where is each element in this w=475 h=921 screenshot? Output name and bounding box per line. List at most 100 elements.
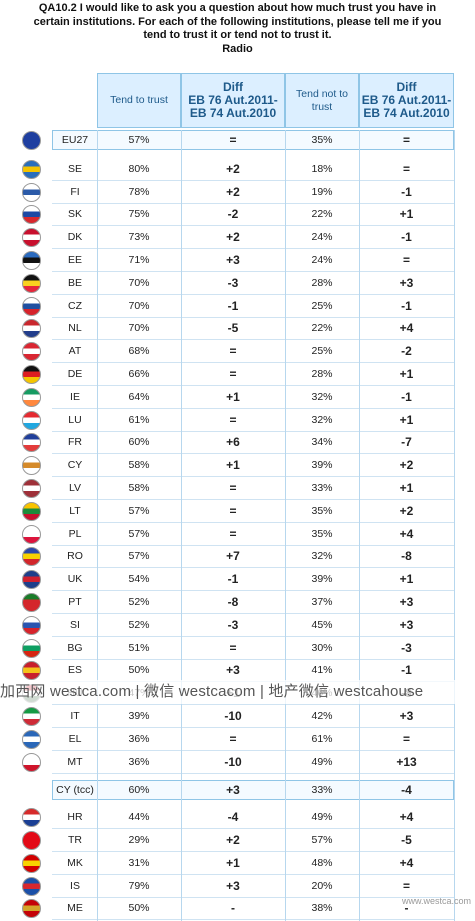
row-divider: [52, 180, 454, 181]
country-code: SE: [67, 163, 82, 175]
flag-icon: [22, 593, 41, 612]
watermark-banner: 加西网 westca.com | 微信 westcacom | 地产微信 wes…: [0, 680, 475, 704]
flag-icon: [22, 831, 41, 850]
table-row: EE 71% +3 24% =: [0, 250, 475, 271]
flag-icon: [22, 899, 41, 918]
country-code: ME: [67, 902, 83, 914]
diff-not-trust-value: -4: [401, 783, 412, 797]
table-row: UK 54% -1 39% +1: [0, 569, 475, 590]
row-divider: [52, 897, 454, 898]
tend-to-trust-value: 58%: [128, 459, 150, 471]
flag-icon: [22, 205, 41, 224]
flag-icon: [22, 707, 41, 726]
table-row: IS 79% +3 20% =: [0, 876, 475, 897]
country-code: EL: [68, 733, 82, 745]
diff-not-trust-value: +3: [399, 595, 414, 609]
tend-not-to-trust-value: 42%: [311, 710, 333, 722]
tend-not-to-trust-value: 45%: [311, 619, 333, 631]
row-divider: [52, 294, 454, 295]
diff-not-trust-value: =: [402, 253, 410, 267]
header-label: EB 76 Aut.2011-: [188, 93, 278, 107]
tend-not-to-trust-value: 22%: [311, 322, 333, 334]
flag-icon: [22, 877, 41, 896]
country-code: LV: [68, 482, 82, 494]
tend-to-trust-value: 57%: [128, 550, 150, 562]
flag-icon: [22, 388, 41, 407]
row-divider: [52, 851, 454, 852]
table-row: PL 57% = 35% +4: [0, 524, 475, 545]
tend-not-to-trust-value: 57%: [311, 834, 333, 846]
header-tend-not-to-trust: Tend not to trust: [285, 73, 359, 128]
row-divider: [52, 750, 454, 751]
country-code: AT: [68, 345, 82, 357]
row-divider: [52, 828, 454, 829]
diff-trust-value: -3: [227, 276, 239, 290]
row-divider: [52, 317, 454, 318]
diff-trust-value: +3: [226, 253, 240, 267]
flag-icon: [22, 342, 41, 361]
flag-icon: [22, 131, 41, 150]
table-row: SE 80% +2 18% =: [0, 159, 475, 180]
diff-trust-value: -1: [227, 572, 239, 586]
header-label: EB 74 Aut.2010: [363, 106, 450, 120]
question-title: QA10.2 I would like to ask you a questio…: [0, 2, 475, 56]
tend-not-to-trust-value: 19%: [311, 186, 333, 198]
country-code: UK: [67, 573, 83, 585]
row-divider: [52, 590, 454, 591]
diff-trust-value: +3: [226, 663, 240, 677]
table-row: FI 78% +2 19% -1: [0, 182, 475, 203]
country-code: BG: [67, 642, 83, 654]
diff-trust-value: -10: [224, 755, 242, 769]
tend-not-to-trust-value: 49%: [311, 756, 333, 768]
table-row: LV 58% = 33% +1: [0, 478, 475, 499]
tend-not-to-trust-value: 48%: [311, 857, 333, 869]
diff-trust-value: =: [229, 641, 237, 655]
diff-not-trust-value: +4: [399, 810, 414, 824]
table-row: CZ 70% -1 25% -1: [0, 296, 475, 317]
row-divider: [52, 704, 454, 705]
tend-to-trust-value: 70%: [128, 322, 150, 334]
diff-trust-value: -10: [224, 709, 242, 723]
tend-not-to-trust-value: 30%: [311, 642, 333, 654]
header-label: Diff: [396, 80, 417, 94]
flag-icon: [22, 251, 41, 270]
column-divider: [454, 130, 455, 921]
tend-not-to-trust-value: 49%: [311, 811, 333, 823]
table-row: LT 57% = 35% +2: [0, 501, 475, 522]
diff-not-trust-value: +4: [399, 527, 414, 541]
watermark-small: www.westca.com: [401, 896, 471, 906]
country-code: PT: [68, 596, 82, 608]
country-code: IE: [70, 391, 80, 403]
tend-not-to-trust-value: 22%: [311, 208, 333, 220]
diff-not-trust-value: +4: [399, 856, 414, 870]
table-row: MT 36% -10 49% +13: [0, 752, 475, 773]
tend-to-trust-value: 73%: [128, 231, 150, 243]
country-code: MK: [67, 857, 83, 869]
diff-not-trust-value: +1: [399, 207, 414, 221]
row-divider: [52, 727, 454, 728]
tend-not-to-trust-value: 35%: [311, 134, 333, 146]
tend-to-trust-value: 29%: [128, 834, 150, 846]
diff-not-trust-value: -1: [401, 390, 412, 404]
tend-to-trust-value: 68%: [128, 345, 150, 357]
tend-not-to-trust-value: 28%: [311, 277, 333, 289]
diff-not-trust-value: -3: [401, 641, 412, 655]
flag-icon: [22, 570, 41, 589]
country-code: IT: [70, 710, 80, 722]
tend-not-to-trust-value: 61%: [311, 733, 333, 745]
table-row: NL 70% -5 22% +4: [0, 318, 475, 339]
table-row: IE 64% +1 32% -1: [0, 387, 475, 408]
diff-trust-value: -4: [227, 810, 239, 824]
title-subject: Radio: [222, 42, 253, 55]
diff-not-trust-value: +1: [399, 481, 414, 495]
diff-not-trust-value: +4: [399, 321, 414, 335]
diff-not-trust-value: -1: [401, 299, 412, 313]
column-divider: [181, 130, 182, 921]
flag-icon: [22, 274, 41, 293]
diff-trust-value: -1: [227, 299, 239, 313]
tend-not-to-trust-value: 41%: [311, 664, 333, 676]
country-code: FI: [70, 186, 80, 198]
flag-icon: [22, 525, 41, 544]
title-line: tend to trust it or tend not to trust it…: [143, 29, 332, 41]
header-diff-trust: Diff EB 76 Aut.2011- EB 74 Aut.2010: [181, 73, 285, 128]
